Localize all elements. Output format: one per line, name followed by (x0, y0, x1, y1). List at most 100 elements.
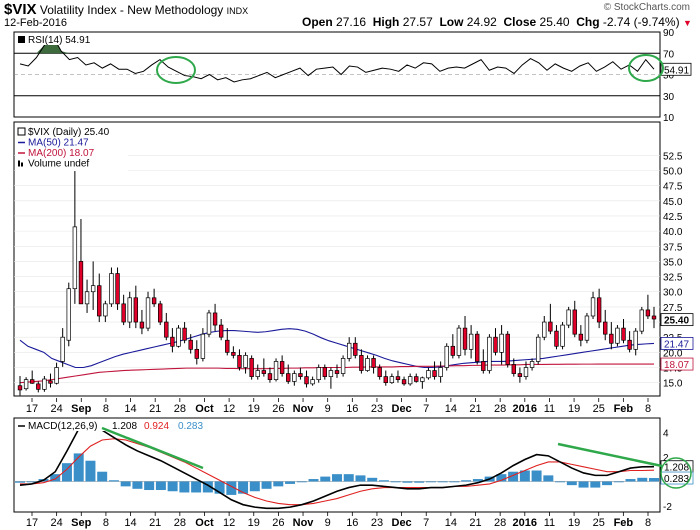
date-tick-label: 17 (26, 517, 38, 529)
candle-body (267, 373, 273, 380)
candle-body (450, 345, 456, 356)
candle-body (407, 376, 413, 385)
candle-body (621, 327, 626, 341)
date-tick-label: 11 (544, 403, 555, 415)
candle-body (554, 330, 559, 347)
macd-histogram-bar (343, 474, 354, 482)
candle-body (176, 327, 181, 347)
candle-body (432, 370, 437, 377)
date-tick-label: 26 (272, 403, 284, 415)
candle-body (609, 333, 614, 344)
candle-body (548, 321, 553, 332)
candle-body (542, 321, 547, 338)
macd-histogram-bar (249, 481, 260, 492)
date-tick-label: 28 (174, 403, 186, 415)
macd-annotation-circle (660, 457, 692, 489)
macd-tick-label: -2 (663, 502, 672, 513)
candle-body (304, 376, 309, 385)
candle-body (78, 261, 84, 305)
price-value-label: 25.40 (664, 316, 689, 327)
date-tick-label: 12 (223, 403, 235, 415)
symbol: $VIX (4, 1, 37, 18)
price-tick-label: 52.5 (663, 151, 683, 162)
price-tick-label: 45.0 (663, 197, 683, 208)
ohlc-summary: Open 27.16 High 27.57 Low 24.92 Close 25… (302, 15, 692, 29)
candle-body (170, 336, 175, 347)
candle-body (359, 355, 364, 371)
price-tick-label: 15.0 (663, 379, 683, 390)
macd-histogram-bar (320, 476, 331, 482)
macd-histogram-bar (238, 481, 249, 494)
price-value-box (660, 337, 694, 350)
macd-histogram-bar (543, 475, 554, 482)
date-tick-label: 25 (593, 403, 605, 415)
date-tick-label: 7 (423, 517, 429, 529)
candle-body (151, 297, 157, 305)
macd-legend-bg (16, 419, 224, 431)
macd-histogram-bar (273, 481, 284, 487)
date-tick-label: 8 (103, 517, 109, 529)
date-tick-label: 25 (593, 517, 605, 529)
date-tick-label: 16 (346, 403, 358, 415)
macd-histogram-bar (613, 481, 624, 483)
candle-body (395, 376, 401, 380)
date-tick-label: 21 (469, 403, 481, 415)
rsi-last-value-box (660, 62, 692, 76)
price-tick-label: 40.0 (663, 227, 683, 238)
macd-histogram-bar (108, 480, 119, 482)
ma50-line (19, 328, 655, 369)
candle-body (322, 367, 328, 377)
macd-histogram-bar (519, 470, 530, 482)
candle-body (121, 303, 126, 323)
macd-histogram-bar (120, 481, 131, 487)
candle-body (389, 376, 395, 384)
macd-histogram-bar (578, 481, 589, 488)
macd-histogram-bar (73, 453, 84, 482)
open-value: 27.16 (336, 15, 367, 29)
candle-body (487, 336, 492, 371)
rsi-panel: 90 70 50 30 10 54.91 RSI(14) 54.91 (13, 28, 692, 124)
date-tick-label: 9 (325, 517, 331, 529)
candle-body (627, 339, 632, 350)
low-label: Low (439, 15, 464, 29)
candle-body (103, 303, 108, 317)
exchange: INDX (226, 6, 249, 16)
candle-body (42, 378, 47, 390)
close-value: 25.40 (539, 15, 570, 29)
open-label: Open (302, 15, 333, 29)
price-tick-label: 42.5 (663, 212, 683, 223)
macd-histogram-bar (531, 470, 542, 482)
date-tick-label: 26 (272, 517, 284, 529)
candle-body (377, 367, 382, 377)
macd-histogram-bar (449, 481, 460, 483)
price-legend-entry: $VIX (Daily) 25.40 (28, 127, 110, 138)
price-value-label: 18.07 (664, 360, 689, 371)
date-tick-label: 21 (149, 517, 161, 529)
macd-histogram-bar (461, 480, 472, 482)
macd-histogram-bar (566, 481, 577, 486)
candle-body (261, 370, 267, 374)
date-tick-label: Feb (614, 517, 634, 529)
chg-label: Chg (576, 15, 600, 29)
date-tick-label: 16 (346, 517, 358, 529)
candle-body (54, 367, 59, 384)
candle-body (212, 312, 218, 326)
rsi-legend-swatch (18, 36, 25, 43)
chart-date: 12-Feb-2016 (4, 17, 67, 29)
rsi-tick-label: 50 (663, 71, 675, 82)
candle-body (194, 348, 199, 359)
candle-body (17, 385, 23, 391)
candle-body (279, 361, 285, 374)
macd-histogram-bar (590, 481, 601, 488)
candle-body (164, 321, 169, 338)
macd-histogram-bar (425, 481, 436, 483)
macd-histogram-bar (390, 481, 401, 483)
price-tick-label: 50.0 (663, 166, 683, 177)
rsi-tick-label: 70 (663, 49, 675, 60)
macd-histogram-bar (26, 481, 37, 483)
high-value: 27.57 (402, 15, 433, 29)
candle-body (231, 352, 236, 356)
date-tick-label: Sep (71, 403, 91, 415)
rsi-legend-bg (16, 33, 120, 45)
